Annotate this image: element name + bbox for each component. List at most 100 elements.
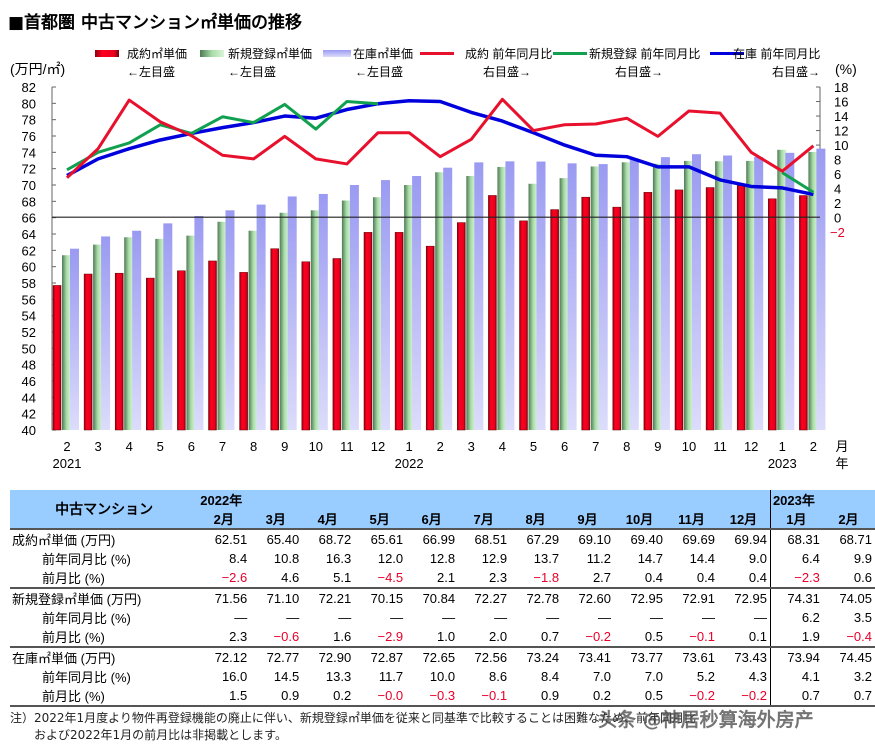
table-cell: 11.2 xyxy=(586,551,612,566)
left-tick-label: 76 xyxy=(22,129,36,144)
table-cell: 7.0 xyxy=(644,669,663,684)
table-cell: −2.3 xyxy=(769,568,823,588)
month-header: 12月 xyxy=(717,509,771,529)
table-cell: 68.51 xyxy=(458,528,511,549)
x-tick-label: 5 xyxy=(157,439,164,454)
table-cell: 9.9 xyxy=(853,551,872,566)
left-tick-label: 64 xyxy=(22,227,36,242)
bar-new-listing xyxy=(590,166,600,430)
row-label: 前年同月比 (%) xyxy=(42,670,131,685)
legend-axis-note: 右目盛→ xyxy=(772,64,820,79)
bar-contract xyxy=(83,273,93,431)
row-label: 前年同月比 (%) xyxy=(42,552,131,567)
bar-new-listing xyxy=(808,151,818,431)
table-cell: 0.5 xyxy=(644,688,663,703)
table-cell: 68.71 xyxy=(822,528,875,549)
table-cell: — xyxy=(234,610,248,625)
chart: 成約㎡単価 ←左目盛 新規登録㎡単価 ←左目盛 在庫㎡単価 ←左目盛 成約 前年同月比右目盛… xyxy=(10,46,857,471)
table-cell: 65.40 xyxy=(250,528,303,549)
table-cell: 65.61 xyxy=(354,528,407,549)
legend-label: 成約㎡単価 xyxy=(127,46,187,61)
bar-new-listing xyxy=(466,176,476,430)
table-cell: −2.6 xyxy=(221,570,248,585)
legend-swatch xyxy=(200,50,224,57)
x-tick-label: 2 xyxy=(810,439,817,454)
bar-new-listing xyxy=(155,238,165,430)
x-tick-label: 1 xyxy=(405,439,412,454)
left-tick-label: 78 xyxy=(22,113,36,128)
table-row: 前年同月比 (%) 16.0 14.5 13.3 11.7 10.0 8.6 8.4 7.0 7.… xyxy=(10,667,875,686)
table-cell: 0.7 xyxy=(853,688,872,703)
left-tick-label: 50 xyxy=(22,341,36,356)
table-cell: 0.6 xyxy=(853,570,872,585)
left-tick-label: 40 xyxy=(22,423,36,438)
month-header: 11月 xyxy=(666,509,718,529)
right-tick-label: 18 xyxy=(834,80,848,95)
bar-inventory xyxy=(70,248,79,430)
bars xyxy=(52,148,826,431)
bar-inventory xyxy=(785,152,795,430)
bar-inventory xyxy=(256,204,266,430)
left-axis-label: (万円/㎡) xyxy=(10,61,65,77)
table-cell: 0.1 xyxy=(748,629,767,644)
bar-new-listing xyxy=(559,178,569,430)
legend-axis-note: ←左目盛 xyxy=(355,64,403,79)
table-header-month-row: 2月 3月 4月 5月 6月 7月 8月 9月 10月 11月 12月 1月 2月 xyxy=(10,509,875,529)
watermark: 头条 @神居秒算海外房产 xyxy=(598,709,814,731)
x-unit-year: 年 xyxy=(835,456,848,471)
table-cell: −2.9 xyxy=(377,629,404,644)
left-tick-label: 80 xyxy=(22,96,36,111)
table-cell: 10.8 xyxy=(273,551,300,566)
table-cell: 72.95 xyxy=(717,587,771,608)
bar-contract xyxy=(736,185,746,431)
table-cell: 12.0 xyxy=(377,551,404,566)
table-cell: 66.99 xyxy=(406,528,459,549)
table-cell: 68.31 xyxy=(769,528,823,549)
table-cell: −0.2 xyxy=(741,688,767,703)
bar-inventory xyxy=(598,164,608,431)
left-tick-label: 70 xyxy=(22,178,36,193)
legend-swatch xyxy=(95,50,119,57)
legend-axis-note: 右目盛→ xyxy=(615,64,663,79)
table-cell: — xyxy=(753,610,767,625)
x-tick-label: 2 xyxy=(437,439,444,454)
lines xyxy=(65,97,815,197)
table-row: 前月比 (%) −2.6 4.6 5.1 −4.5 2.1 2.3 −1.8 2.7 0.4 0.4… xyxy=(10,568,875,588)
right-tick-label: 2 xyxy=(834,196,841,211)
right-tick-label: 4 xyxy=(834,182,841,197)
bar-new-listing xyxy=(310,210,320,430)
right-tick-label: 6 xyxy=(834,167,841,182)
bar-contract xyxy=(301,261,311,431)
table-cell: 1.5 xyxy=(229,688,248,703)
bar-new-listing xyxy=(497,166,507,430)
bar-new-listing xyxy=(528,183,538,430)
x-tick-label: 6 xyxy=(561,439,568,454)
table-cell: 7.0 xyxy=(592,669,612,684)
table-cell: 4.3 xyxy=(748,669,767,684)
table-cell: 0.9 xyxy=(540,688,560,703)
table-cell: 4.6 xyxy=(281,570,300,585)
bar-new-listing xyxy=(186,235,196,430)
bar-contract xyxy=(457,222,466,431)
table-cell: 14.7 xyxy=(637,551,663,566)
bar-contract xyxy=(208,260,217,431)
bar-new-listing xyxy=(715,161,725,431)
row-label: 在庫㎡単価 (万円) xyxy=(10,646,199,667)
table-cell: 2.0 xyxy=(489,629,508,644)
table-cell: 72.65 xyxy=(406,646,459,667)
bar-inventory xyxy=(349,185,359,430)
x-tick-label: 10 xyxy=(682,439,696,454)
table-cell: −0.1 xyxy=(481,688,508,703)
x-tick-label: 12 xyxy=(371,439,385,454)
right-tick-label: 16 xyxy=(834,95,848,110)
x-tick-label: 1 xyxy=(779,439,786,454)
bar-contract xyxy=(270,248,279,431)
table-cell: 0.9 xyxy=(281,688,300,703)
table-cell: 62.51 xyxy=(198,528,251,549)
table-cell: — xyxy=(650,610,663,625)
table-cell: 71.56 xyxy=(198,587,251,608)
table-cell: 72.78 xyxy=(510,587,563,608)
x-year-label: 2022 xyxy=(395,456,424,471)
x-tick-label: 7 xyxy=(592,439,599,454)
bar-inventory xyxy=(287,196,297,430)
